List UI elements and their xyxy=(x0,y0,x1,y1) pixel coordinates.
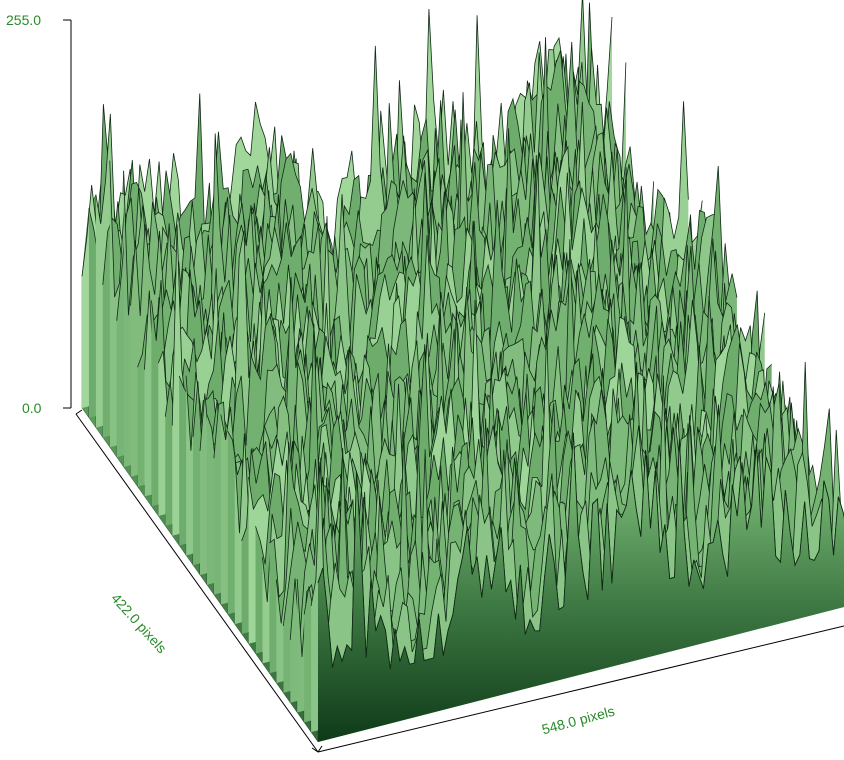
surface-mesh xyxy=(81,0,844,743)
front-wall-profile xyxy=(317,432,844,670)
axes xyxy=(63,19,844,753)
y-axis-line xyxy=(75,413,319,753)
surface-row-line xyxy=(234,298,766,537)
z-axis-max-tick: 255.0 xyxy=(6,12,42,28)
y-axis-start-tick xyxy=(75,409,83,415)
x-axis-start-tick xyxy=(317,745,323,753)
y-axis-end-tick xyxy=(311,747,319,753)
front-wall xyxy=(318,432,844,742)
surface-row-line xyxy=(130,92,661,372)
x-axis-line xyxy=(317,625,844,753)
surface-row-line xyxy=(81,8,613,279)
z-axis-min-tick: 0.0 xyxy=(22,400,42,416)
